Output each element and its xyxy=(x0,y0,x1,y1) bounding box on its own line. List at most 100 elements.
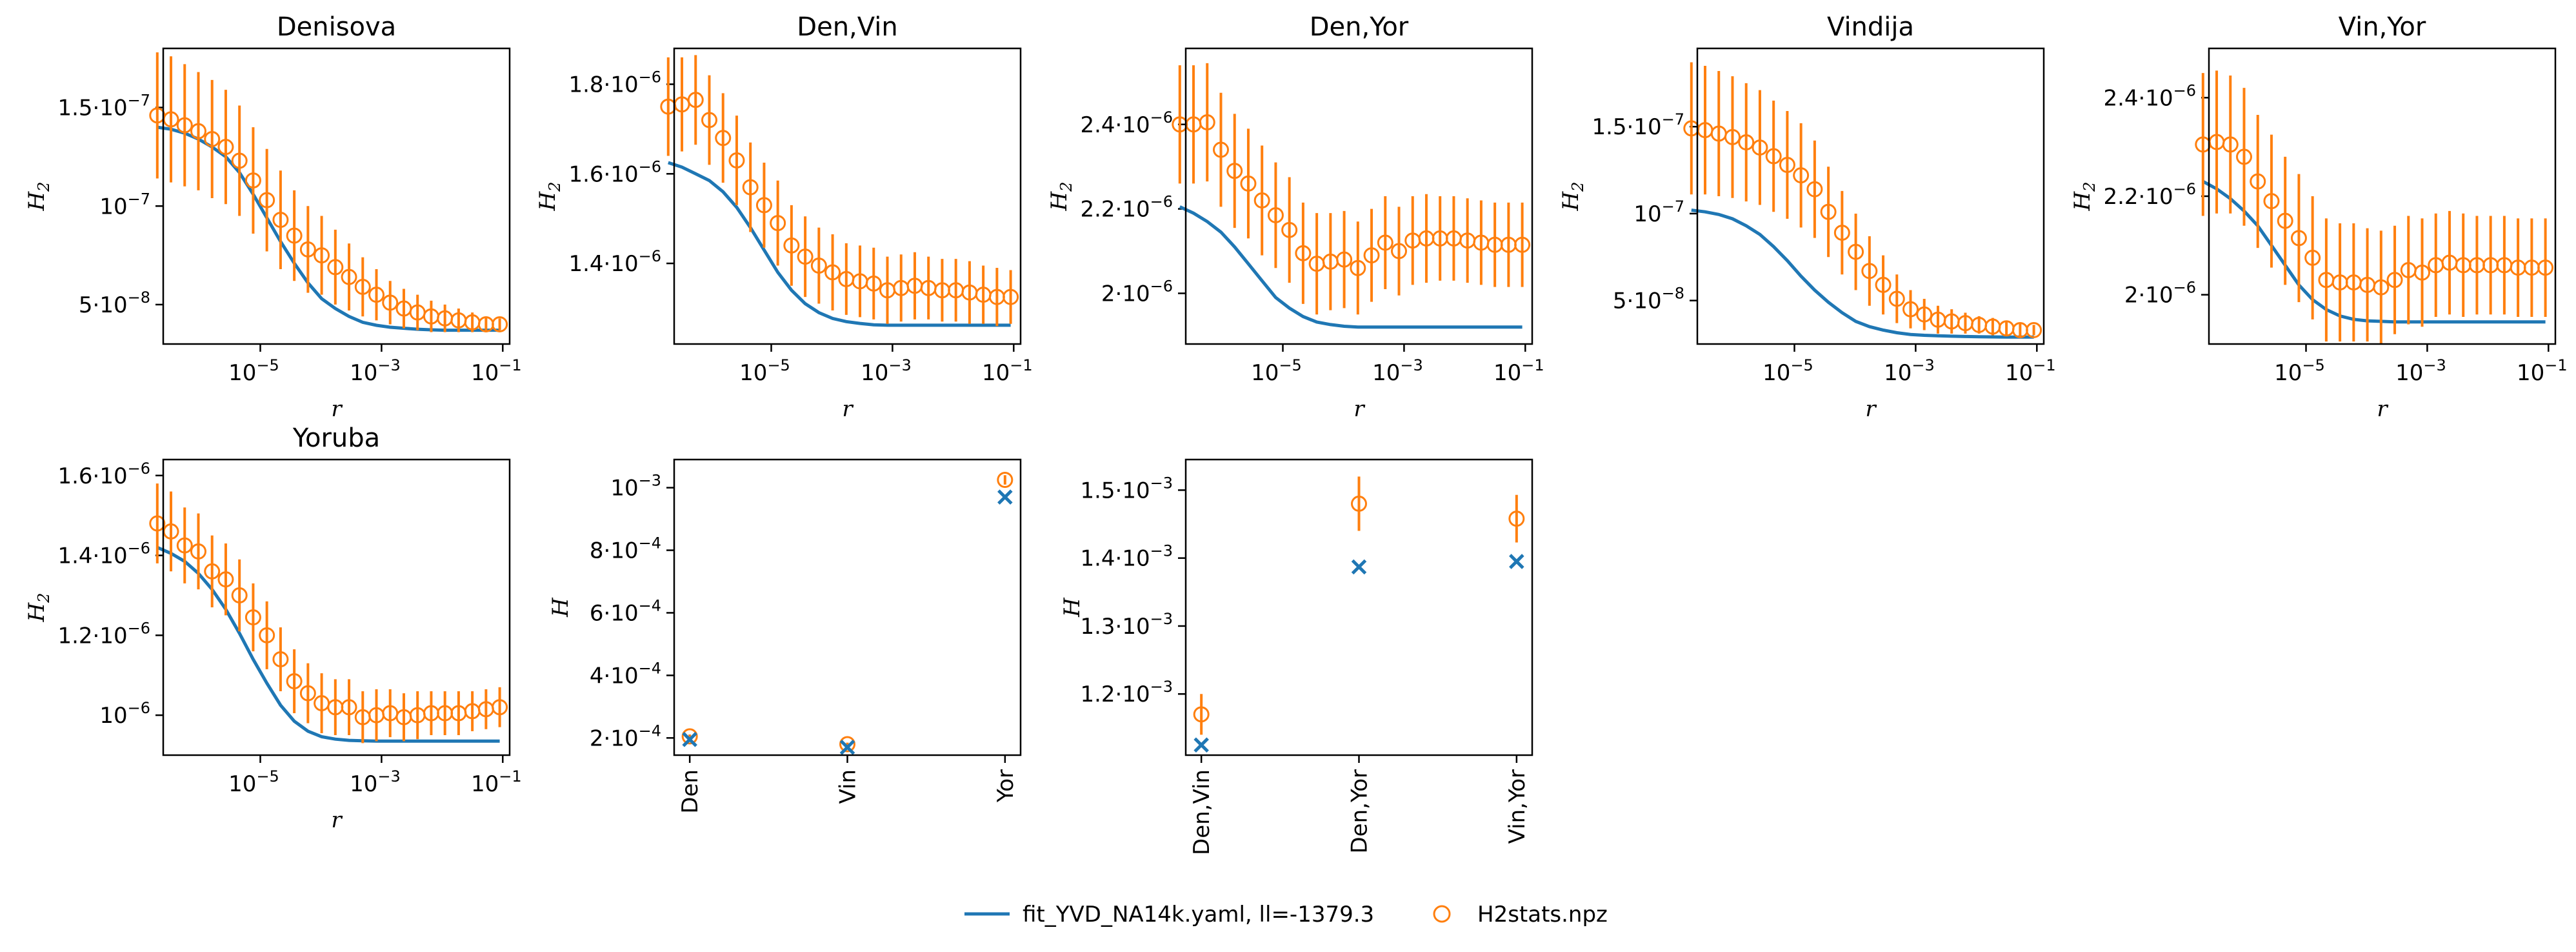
data-point xyxy=(1377,234,1393,251)
y-tick-label: 1.2·10−3 xyxy=(1080,678,1173,707)
y-axis-label: H xyxy=(548,597,574,618)
data-point xyxy=(1336,251,1353,268)
data-point xyxy=(272,212,289,228)
plot-frame xyxy=(162,47,511,345)
data-point xyxy=(176,117,193,134)
y-tick-label: 1.5·10−3 xyxy=(1080,474,1173,503)
data-point xyxy=(245,609,261,625)
data-point xyxy=(2414,264,2431,281)
panel-title: Vindija xyxy=(1827,12,1914,42)
y-tick-label: 1.3·10−3 xyxy=(1080,610,1173,640)
data-point xyxy=(1806,181,1823,197)
x-tick-label: 10−1 xyxy=(2517,356,2568,386)
data-point xyxy=(204,563,221,580)
x-tick-label: 10−3 xyxy=(1372,356,1423,386)
x-tick-label: 10−5 xyxy=(228,767,279,797)
data-point xyxy=(770,215,786,232)
y-tick-label: 10−7 xyxy=(99,190,150,219)
data-point xyxy=(1350,259,1366,276)
panel-6: 2·10−4 4·10−4 6·10−4 8·10−4 10−3 Den Vin Yor H xyxy=(548,458,1022,814)
y-tick-label: 2·10−6 xyxy=(2124,279,2196,309)
data-point xyxy=(728,152,745,168)
data-point xyxy=(382,294,399,311)
y-tick-label: 10−7 xyxy=(1633,197,1684,227)
y-tick-label: 8·10−4 xyxy=(590,534,661,564)
panel-title: Yoruba xyxy=(292,423,380,453)
data-point xyxy=(368,287,385,303)
y-tick-label: 1.5·10−7 xyxy=(57,92,150,121)
x-axis-label: r xyxy=(1353,396,1365,422)
data-point xyxy=(1508,511,1525,527)
data-point xyxy=(2277,212,2293,229)
panel-1: Den,Vin 1.4·10−6 1.6·10−6 1.8·10−6 10−5 10−3 1… xyxy=(535,12,1033,422)
plot-frame xyxy=(1184,458,1533,756)
data-point xyxy=(492,699,508,716)
plot-frame xyxy=(673,47,1022,345)
x-axis-label: r xyxy=(1865,396,1877,422)
data-point xyxy=(272,651,289,667)
panel-title: Den,Vin xyxy=(797,12,897,42)
data-point xyxy=(354,278,371,295)
data-point xyxy=(341,699,357,716)
x-tick-label: 10−5 xyxy=(739,356,790,386)
model-point xyxy=(1509,554,1524,569)
y-axis-label: H2 xyxy=(24,593,53,623)
x-tick-label: 10−1 xyxy=(982,356,1033,386)
y-tick-label: 1.2·10−6 xyxy=(57,619,150,649)
y-axis-label: H2 xyxy=(1046,182,1075,212)
data-point xyxy=(1295,245,1312,261)
data-point xyxy=(2026,321,2042,338)
panel-title: Den,Yor xyxy=(1310,12,1409,42)
legend-data-marker xyxy=(1433,905,1451,923)
data-point xyxy=(1833,225,1850,241)
x-tick-label: 10−3 xyxy=(1884,356,1935,386)
y-axis-label: H2 xyxy=(1558,182,1587,212)
data-point xyxy=(1281,221,1298,238)
data-point xyxy=(701,112,717,128)
model-curve xyxy=(157,125,500,332)
data-point xyxy=(839,736,855,753)
model-curve xyxy=(2202,179,2546,324)
x-tick-label: 10−3 xyxy=(2395,356,2446,386)
y-tick-label: 1.4·10−3 xyxy=(1080,542,1173,572)
panel-0: Denisova 5·10−8 10−7 1.5·10−7 10−5 10−3 10−1 r H… xyxy=(24,12,522,422)
data-point xyxy=(286,673,303,689)
data-point xyxy=(1848,243,1864,260)
data-point xyxy=(2386,272,2403,289)
data-point xyxy=(2263,193,2280,210)
y-tick-label: 2·10−4 xyxy=(590,722,661,751)
panel-3: Vindija 5·10−8 10−7 1.5·10−7 10−5 10−3 10−1 r H2 xyxy=(1558,12,2056,422)
x-tick-label: 10−3 xyxy=(350,767,401,797)
y-axis-label: H2 xyxy=(24,182,53,212)
y-tick-label: 5·10−8 xyxy=(1613,285,1684,314)
data-point xyxy=(259,192,275,208)
y-tick-label: 1.8·10−6 xyxy=(568,68,661,98)
data-point xyxy=(327,259,344,276)
data-point xyxy=(997,472,1013,489)
y-tick-label: 1.5·10−7 xyxy=(1592,110,1684,140)
y-tick-label: 2.4·10−6 xyxy=(2103,81,2196,111)
plot-frame xyxy=(162,458,511,756)
data-point xyxy=(1738,134,1755,150)
y-tick-label: 6·10−4 xyxy=(590,596,661,626)
data-point xyxy=(1902,301,1919,318)
data-point xyxy=(341,268,357,285)
data-point xyxy=(1199,114,1215,130)
legend-model-label: fit_YVD_NA14k.yaml, ll=-1379.3 xyxy=(1023,902,1374,927)
data-point xyxy=(681,728,698,745)
data-point xyxy=(1193,706,1210,723)
data-point xyxy=(1916,306,1933,323)
data-point xyxy=(231,587,248,603)
data-point xyxy=(2250,173,2266,190)
panel-2: Den,Yor 2·10−6 2.2·10−6 2.4·10−6 10−5 10−3 10−… xyxy=(1046,12,1544,422)
x-tick-label: 10−1 xyxy=(1493,356,1544,386)
x-axis-label: r xyxy=(842,396,854,422)
y-tick-label: 1.6·10−6 xyxy=(57,460,150,489)
plot-frame xyxy=(2208,47,2557,345)
data-point xyxy=(314,247,330,264)
data-point xyxy=(783,237,800,254)
model-curve xyxy=(1691,208,2034,339)
y-axis-label: H2 xyxy=(535,182,564,212)
data-point xyxy=(1820,203,1837,220)
